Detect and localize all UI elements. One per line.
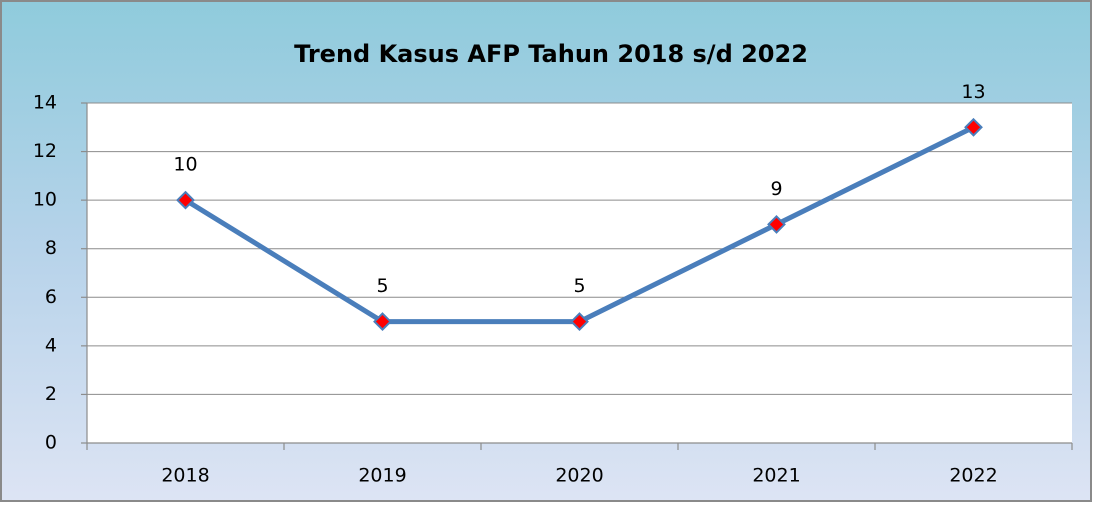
x-tick-label: 2022	[949, 465, 997, 487]
y-tick-label: 14	[33, 92, 57, 114]
marker	[373, 312, 392, 331]
data-label: 5	[573, 275, 585, 297]
marker	[176, 190, 195, 210]
data-label: 5	[376, 275, 388, 297]
y-tick-label: 0	[45, 432, 57, 454]
chart-title: Trend Kasus AFP Tahun 2018 s/d 2022	[294, 40, 808, 68]
marker	[767, 215, 786, 234]
y-tick-label: 8	[45, 237, 57, 259]
data-label: 10	[173, 154, 197, 176]
x-tick-label: 2018	[161, 465, 209, 487]
x-tick-label: 2019	[358, 465, 406, 487]
marker	[964, 117, 983, 137]
y-tick-label: 6	[45, 286, 57, 308]
x-tick-label: 2021	[752, 465, 800, 487]
y-tick-label: 10	[33, 189, 57, 211]
x-tick-label: 2020	[555, 465, 603, 487]
y-tick-label: 2	[45, 383, 57, 405]
data-label: 13	[961, 81, 985, 103]
y-tick-label: 12	[33, 140, 57, 162]
data-label: 9	[770, 178, 782, 200]
marker	[570, 312, 589, 331]
y-tick-label: 4	[45, 334, 57, 356]
